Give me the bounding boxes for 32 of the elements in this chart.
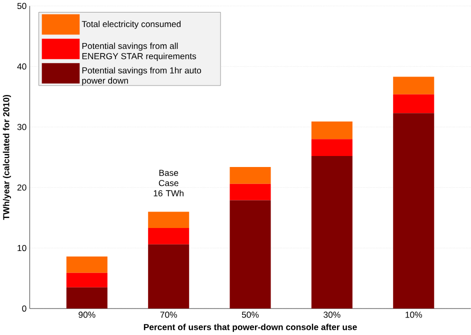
- legend-label: Potential savings from 1hr auto power down: [82, 67, 202, 86]
- y-tick-label: 30: [17, 124, 26, 130]
- bar: [393, 76, 434, 94]
- x-tick-label: 30%: [324, 312, 340, 318]
- bar: [230, 167, 271, 184]
- x-tick-label: 50%: [242, 312, 259, 318]
- y-tick-label: 10: [18, 245, 26, 252]
- y-tick-label: 50: [17, 3, 26, 10]
- legend-label: Total electricity consumed: [82, 20, 181, 29]
- x-tick-label: 90%: [78, 312, 96, 318]
- bar: [230, 184, 271, 200]
- y-tick-label: 40: [17, 64, 26, 70]
- bar: [393, 94, 434, 114]
- x-tick-label: 10%: [406, 312, 422, 318]
- y-tick-label: 20: [17, 184, 26, 191]
- legend-label: Potential savings from all ENERGY STAR requirements: [82, 42, 196, 62]
- annotation: Base Case 16 TWh: [154, 170, 184, 196]
- bar: [311, 156, 352, 309]
- bar: [148, 244, 190, 309]
- x-tick-label: 70%: [160, 312, 177, 318]
- y-tick-label: 0: [22, 306, 26, 312]
- bar: [66, 272, 108, 288]
- bar: [311, 139, 352, 156]
- bar: [230, 200, 271, 309]
- bar: [66, 287, 108, 309]
- x-axis-title: Percent of users that power-down console after use: [144, 324, 357, 332]
- bar: [148, 212, 190, 228]
- bar: [148, 228, 190, 245]
- bar: [311, 122, 352, 140]
- bar: [393, 113, 434, 309]
- bar: [66, 256, 108, 273]
- y-axis-title: TWh/year (calculated for 2010): [2, 95, 11, 220]
